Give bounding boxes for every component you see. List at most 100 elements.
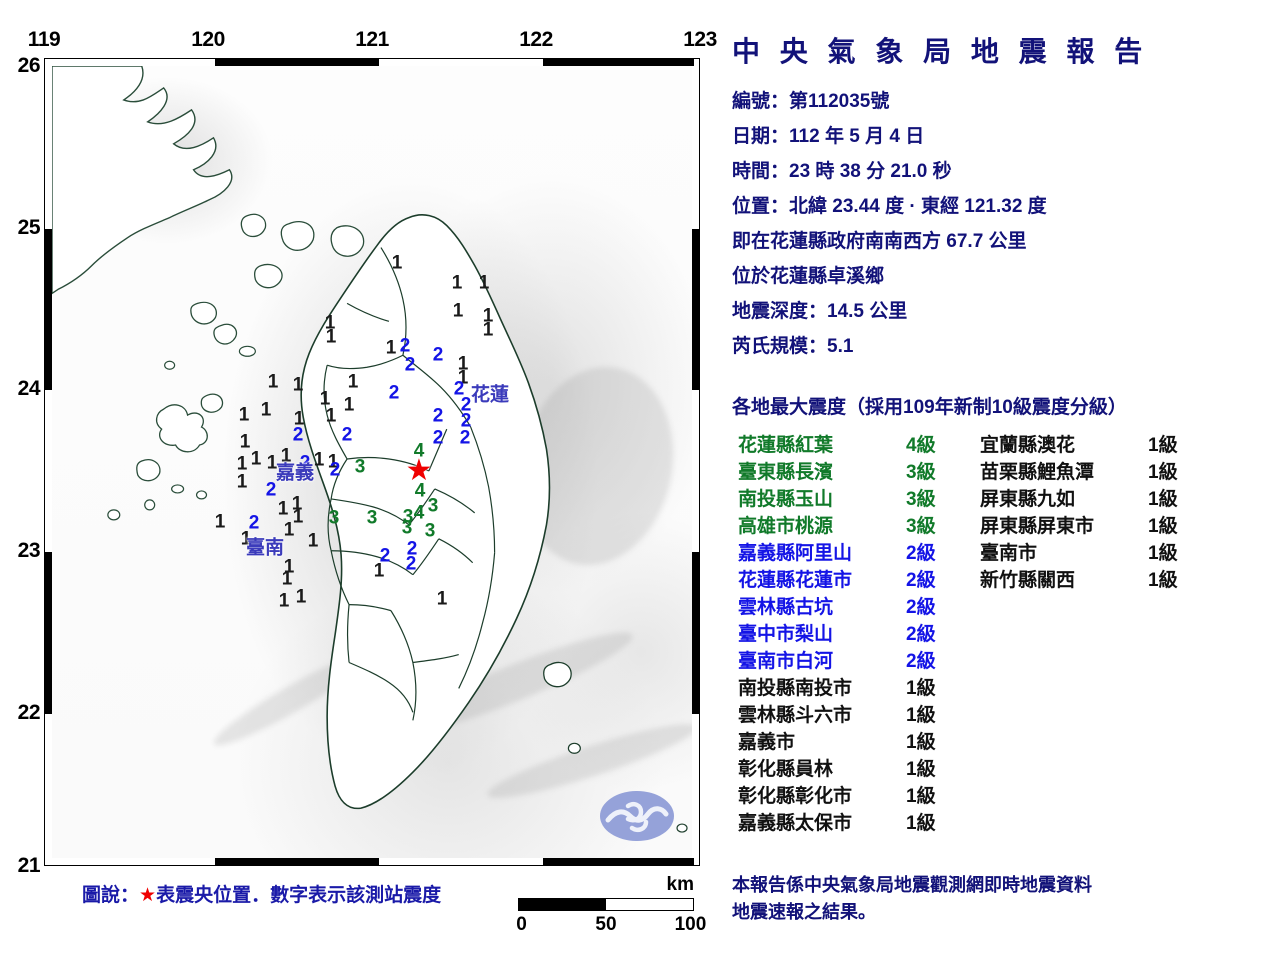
station-intensity-marker: 1 (291, 493, 303, 515)
intensity-level: 1級 (906, 813, 936, 834)
intensity-location: 宜蘭縣澳花 (980, 435, 1076, 456)
intensity-row: 屏東縣屏東市 1級 (980, 513, 1210, 540)
city-label: 嘉義 (275, 462, 315, 484)
intensity-location: 南投縣玉山 (738, 489, 834, 510)
intensity-row: 高雄市桃源 3級 (738, 513, 968, 540)
station-intensity-marker: 1 (327, 451, 339, 473)
intensity-level: 1級 (1148, 543, 1178, 564)
metadata-label: 位置： (732, 196, 790, 217)
intensity-location: 屏東縣屏東市 (980, 516, 1095, 537)
intensity-level: 3級 (906, 462, 936, 483)
station-intensity-marker: 1 (239, 431, 251, 453)
intensity-level: 1級 (906, 732, 936, 753)
metadata-value: 花蓮縣卓溪鄉 (770, 266, 885, 287)
station-intensity-marker: 1 (267, 371, 279, 393)
longitude-tick: 122 (519, 28, 553, 51)
metadata-label: 地震深度： (732, 301, 828, 322)
metadata-row: 芮氏規模： 5.1 (732, 329, 1280, 364)
city-label: 花蓮 (470, 384, 510, 406)
station-intensity-marker: 2 (404, 354, 416, 376)
station-intensity-marker: 2 (265, 479, 277, 501)
station-intensity-marker: 2 (248, 512, 260, 534)
intensity-level: 1級 (906, 678, 936, 699)
station-intensity-marker: 1 (319, 388, 331, 410)
intensity-level: 2級 (906, 651, 936, 672)
station-intensity-marker: 2 (405, 553, 417, 575)
station-intensity-marker: 2 (460, 410, 472, 432)
station-intensity-marker: 1 (277, 498, 289, 520)
intensity-level: 1級 (1148, 516, 1178, 537)
station-intensity-marker: 4 (413, 440, 425, 462)
intensity-row: 花蓮縣紅葉 4級 (738, 432, 968, 459)
intensity-row: 南投縣玉山 3級 (738, 486, 968, 513)
latitude-axis: 26 25 24 23 22 21 (0, 0, 42, 960)
station-intensity-marker: 2 (299, 452, 311, 474)
station-intensity-marker: 1 (292, 374, 304, 396)
station-intensity-marker: 1 (482, 319, 494, 341)
station-intensity-marker: 2 (432, 344, 444, 366)
station-intensity-marker: 1 (236, 453, 248, 475)
intensity-heading: 各地最大震度（採用109年新制10級震度分級） (732, 397, 1127, 418)
intensity-row: 彰化縣彰化市 1級 (738, 783, 968, 810)
scalebar-track (518, 898, 694, 911)
intensity-location: 屏東縣九如 (980, 489, 1076, 510)
city-label: 臺南 (245, 537, 285, 559)
metadata-value: 花蓮縣政府南南西方 67.7 公里 (770, 231, 1027, 252)
intensity-location: 南投縣南投市 (738, 678, 853, 699)
intensity-location: 臺中市梨山 (738, 624, 834, 645)
legend-star-icon: ★ (139, 885, 157, 906)
intensity-row: 臺東縣長濱 3級 (738, 459, 968, 486)
intensity-location: 臺南市 (980, 543, 1038, 564)
station-intensity-marker: 1 (238, 404, 250, 426)
station-intensity-marker: 1 (478, 272, 490, 294)
earthquake-metadata: 編號： 第112035號 日期： 112 年 5 月 4 日時間： 23 時 38… (732, 84, 1280, 364)
station-intensity-marker: 1 (280, 445, 292, 467)
station-intensity-marker: 1 (292, 506, 304, 528)
longitude-tick: 120 (191, 28, 225, 51)
station-intensity-marker: 1 (457, 367, 469, 389)
station-intensity-marker: 1 (436, 588, 448, 610)
intensity-level: 1級 (1148, 570, 1178, 591)
station-intensity-marker: 1 (236, 471, 248, 493)
metadata-row: 位於 花蓮縣卓溪鄉 (732, 259, 1280, 294)
intensity-row: 彰化縣員林 1級 (738, 756, 968, 783)
station-intensity-marker: 1 (240, 528, 252, 550)
station-intensity-marker: 2 (341, 424, 353, 446)
intensity-column-right: 宜蘭縣澳花 1級 苗栗縣鯉魚潭 1級 屏東縣九如 1級 屏東縣屏東市 1級 臺南市 1級 新竹縣關西… (980, 432, 1210, 594)
taiwan-landmass (52, 66, 688, 833)
station-intensity-marker: 1 (457, 353, 469, 375)
intensity-level: 3級 (906, 489, 936, 510)
station-intensity-marker: 3 (402, 506, 414, 528)
metadata-label: 芮氏規模： (732, 336, 828, 357)
latitude-tick: 21 (17, 854, 41, 877)
longitude-tick: 123 (683, 28, 717, 51)
graticule-bar (692, 229, 699, 390)
station-intensity-marker: 3 (427, 495, 439, 517)
station-intensity-marker: 1 (295, 586, 307, 608)
intensity-row: 屏東縣九如 1級 (980, 486, 1210, 513)
station-intensity-marker: 4 (414, 480, 426, 502)
metadata-row: 地震深度： 14.5 公里 (732, 294, 1280, 329)
scalebar-tick-label: 50 (595, 914, 617, 935)
intensity-row: 嘉義縣太保市 1級 (738, 810, 968, 837)
intensity-level: 1級 (1148, 462, 1178, 483)
intensity-row: 南投縣南投市 1級 (738, 675, 968, 702)
station-intensity-marker: 2 (459, 427, 471, 449)
station-intensity-marker: 2 (453, 378, 465, 400)
intensity-location: 雲林縣古坑 (738, 597, 834, 618)
station-intensity-marker: 2 (406, 538, 418, 560)
station-intensity-marker: 2 (399, 335, 411, 357)
intensity-location: 彰化縣員林 (738, 759, 834, 780)
graticule-bar (543, 59, 694, 66)
report-panel: 中 央 氣 象 局 地 震 報 告 編號： 第112035號 日期： 112 年 … (716, 0, 1280, 960)
station-intensity-marker: 3 (424, 520, 436, 542)
metadata-value: 23 時 38 分 21.0 秒 (789, 161, 952, 182)
legend-prefix: 圖說： (82, 885, 140, 906)
station-intensity-marker: 3 (354, 456, 366, 478)
intensity-level: 1級 (906, 759, 936, 780)
intensity-level: 1級 (906, 786, 936, 807)
intensity-location: 嘉義縣太保市 (738, 813, 853, 834)
